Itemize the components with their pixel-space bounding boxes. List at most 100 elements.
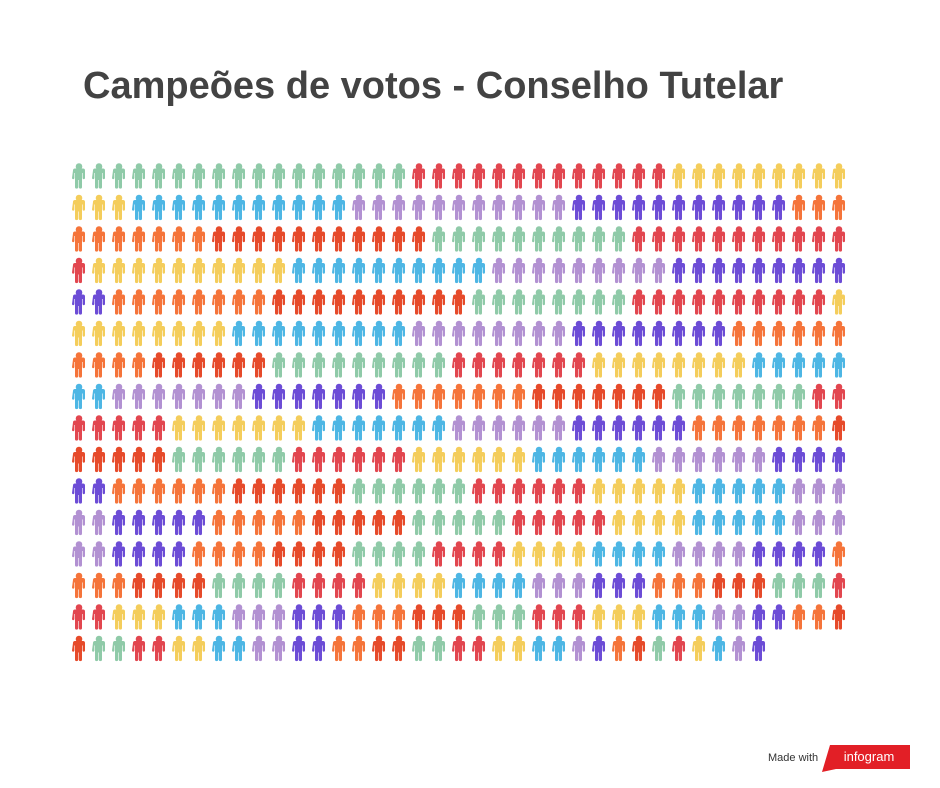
icon-body xyxy=(272,578,285,599)
icon-body xyxy=(192,546,205,567)
icon-head xyxy=(735,415,743,422)
icon-body xyxy=(772,263,785,284)
icon-group xyxy=(72,446,845,504)
icon-head xyxy=(695,415,703,422)
icon-head xyxy=(775,541,783,548)
icon-body xyxy=(692,231,705,252)
icon-body xyxy=(592,452,605,473)
icon-body xyxy=(512,168,525,189)
icon-body xyxy=(592,263,605,284)
icon-head xyxy=(615,383,623,391)
icon-head xyxy=(535,352,543,359)
icon-body xyxy=(712,200,725,221)
icon-head xyxy=(555,194,563,202)
icon-body xyxy=(832,326,845,347)
icon-body xyxy=(92,420,105,441)
icon-head xyxy=(115,541,123,548)
icon-body xyxy=(152,609,165,630)
icon-head xyxy=(695,509,703,517)
icon-body xyxy=(632,483,645,504)
icon-head xyxy=(335,572,343,580)
icon-head xyxy=(715,226,723,233)
icon-head xyxy=(675,635,683,643)
icon-group xyxy=(512,509,605,536)
icon-group xyxy=(112,478,225,504)
icon-body xyxy=(252,263,265,284)
icon-body xyxy=(672,641,685,662)
icon-head xyxy=(575,226,583,233)
made-with: Made with xyxy=(768,752,818,764)
icon-head xyxy=(335,383,343,391)
icon-head xyxy=(755,194,763,202)
icon-body xyxy=(652,641,665,662)
icon-head xyxy=(635,478,643,485)
icon-head xyxy=(255,572,263,580)
icon-body xyxy=(152,578,165,599)
icon-body xyxy=(832,483,845,504)
icon-head xyxy=(835,478,843,485)
icon-body xyxy=(512,483,525,504)
icon-head xyxy=(455,226,463,233)
icon-head xyxy=(275,604,283,611)
icon-group xyxy=(132,572,205,599)
icon-head xyxy=(635,572,643,580)
icon-body xyxy=(432,231,445,252)
icon-body xyxy=(72,168,85,189)
icon-head xyxy=(95,572,103,580)
icon-head xyxy=(235,446,243,454)
icon-head xyxy=(355,289,363,296)
icon-head xyxy=(635,635,643,643)
icon-body xyxy=(252,641,265,662)
icon-body xyxy=(832,420,845,441)
icon-body xyxy=(172,515,185,536)
icon-body xyxy=(732,326,745,347)
icon-body xyxy=(252,452,265,473)
icon-body xyxy=(772,546,785,567)
icon-body xyxy=(792,609,805,630)
icon-body xyxy=(112,452,125,473)
icon-body xyxy=(712,546,725,567)
icon-group xyxy=(412,635,445,662)
icon-group xyxy=(72,194,845,252)
icon-body xyxy=(192,609,205,630)
icon-head xyxy=(795,289,803,296)
icon-head xyxy=(435,541,443,548)
icon-body xyxy=(352,200,365,221)
icon-head xyxy=(355,604,363,611)
icon-body xyxy=(192,200,205,221)
icon-group xyxy=(352,194,565,221)
icon-head xyxy=(695,226,703,233)
icon-body xyxy=(332,357,345,378)
icon-head xyxy=(135,226,143,233)
icon-body xyxy=(72,389,85,410)
icon-body xyxy=(692,452,705,473)
icon-head xyxy=(275,635,283,643)
icon-body xyxy=(532,357,545,378)
icon-head xyxy=(535,226,543,233)
icon-body xyxy=(412,389,425,410)
icon-head xyxy=(795,509,803,517)
icon-body xyxy=(372,452,385,473)
icon-head xyxy=(595,352,603,359)
icon-body xyxy=(332,263,345,284)
icon-body xyxy=(292,546,305,567)
icon-body xyxy=(732,546,745,567)
icon-body xyxy=(492,420,505,441)
icon-body xyxy=(672,420,685,441)
icon-head xyxy=(155,194,163,202)
icon-head xyxy=(215,635,223,643)
icon-head xyxy=(75,352,83,359)
icon-body xyxy=(792,483,805,504)
icon-head xyxy=(655,509,663,517)
icon-group xyxy=(752,541,825,567)
icon-body xyxy=(392,483,405,504)
icon-body xyxy=(92,578,105,599)
icon-body xyxy=(692,200,705,221)
icon-head xyxy=(455,541,463,548)
icon-head xyxy=(675,226,683,233)
icon-head xyxy=(715,383,723,391)
icon-head xyxy=(615,352,623,359)
icon-head xyxy=(795,415,803,422)
icon-group xyxy=(72,383,845,441)
icon-body xyxy=(752,326,765,347)
